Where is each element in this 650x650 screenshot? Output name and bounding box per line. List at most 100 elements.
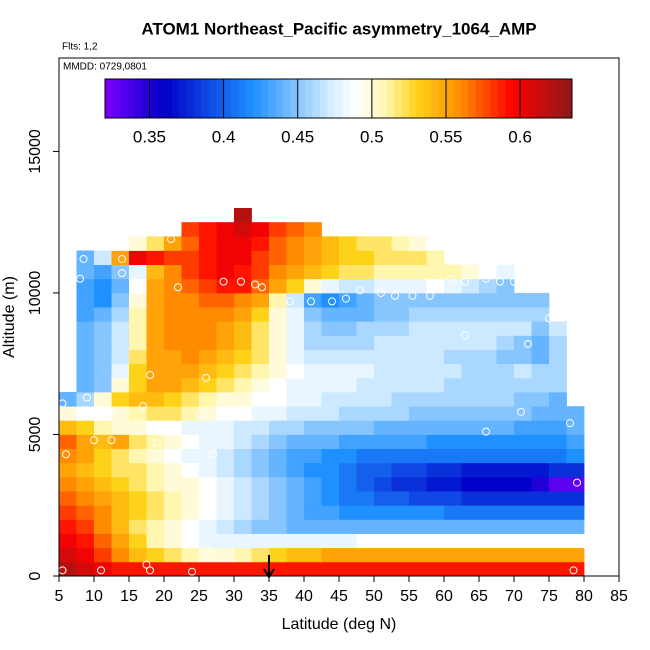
y-tick-label: 15000 [27,129,44,174]
heatmap-cell [531,335,550,350]
heatmap-cell [356,448,375,464]
heatmap-cell [164,278,182,294]
heatmap-cell [286,448,305,464]
heatmap-cell [426,321,445,336]
colorbar-tick-label: 0.55 [429,127,462,146]
sample-point [447,274,455,283]
heatmap-cell [409,406,427,421]
heatmap-cell [234,307,252,322]
sample-point [202,373,210,382]
heatmap-cell [216,321,235,336]
heatmap-cell [409,519,427,534]
heatmap-cell [356,264,375,280]
heatmap-cell [356,406,375,421]
heatmap-cell [374,547,392,563]
x-tick-label: 45 [330,588,348,605]
heatmap-cell [391,434,410,450]
heatmap-cell [374,278,392,294]
heatmap-cell [549,476,567,492]
heatmap-cell [76,533,95,549]
heatmap-cell [199,264,217,280]
colorbar-swatch [468,79,477,118]
heatmap-cell [94,448,112,464]
heatmap-cell [391,335,410,350]
heatmap-cell [286,420,305,435]
heatmap-cell [426,533,445,549]
heatmap-cell [514,505,532,520]
heatmap-cell [304,547,322,563]
colorbar-swatch [290,79,299,118]
heatmap-cell [59,476,77,492]
heatmap-cell [496,491,515,506]
heatmap-cell [391,278,410,294]
heatmap-cell [76,349,95,365]
heatmap-cell [76,278,95,294]
heatmap-cell [304,250,322,266]
heatmap-cell [426,363,445,379]
heatmap-cell [269,505,287,520]
heatmap-cell [304,476,322,492]
heatmap-cell [199,377,217,393]
heatmap-cell [321,519,340,534]
heatmap-cell [339,307,357,322]
heatmap-cell [251,321,270,336]
heatmap-cell [216,278,235,294]
heatmap-cell [356,519,375,534]
heatmap-cell [234,533,252,549]
colorbar-swatch [453,79,462,118]
heatmap-cell [426,335,445,350]
colorbar-swatch [394,79,402,118]
heatmap-cell [111,349,130,365]
heatmap-cell [251,349,270,365]
x-tick-label: 85 [610,588,628,605]
colorbar-swatch [445,79,454,118]
heatmap-cell [426,476,445,492]
heatmap-cell [356,505,375,520]
heatmap-cell [111,505,130,520]
heatmap-cell [549,533,567,549]
heatmap-cell [216,236,235,251]
colorbar-swatch [520,79,528,118]
heatmap-cell [339,406,357,421]
heatmap-cell [391,307,410,322]
heatmap [59,208,585,577]
heatmap-cell [549,434,567,450]
heatmap-cell [251,519,270,534]
sample-point [258,283,266,292]
heatmap-cell [234,519,252,534]
heatmap-cell [321,236,340,251]
heatmap-cell [479,349,497,365]
heatmap-cell [94,349,112,365]
heatmap-cell [409,505,427,520]
heatmap-cell [444,505,462,520]
heatmap-cell [409,533,427,549]
heatmap-cell [129,505,147,520]
heatmap-cell [339,363,357,379]
sample-point [482,427,490,436]
heatmap-cell [199,250,217,266]
heatmap-cell [496,321,515,336]
heatmap-cell [269,491,287,506]
heatmap-cell [269,377,287,393]
heatmap-cell [181,434,200,450]
heatmap-cell [461,547,480,563]
heatmap-cell [514,321,532,336]
colorbar-swatch [223,79,232,118]
heatmap-cell [426,292,445,308]
heatmap-cell [181,236,200,251]
heatmap-cell [164,377,182,393]
heatmap-cell [181,264,200,280]
sample-point [377,288,385,297]
heatmap-cell [251,236,270,251]
heatmap-cell [269,278,287,294]
heatmap-cell [111,547,130,563]
heatmap-cell [374,250,392,266]
colorbar-swatch [231,79,239,118]
heatmap-cell [251,363,270,379]
heatmap-cell [216,406,235,421]
heatmap-cell [514,335,532,350]
heatmap-cell [339,462,357,478]
heatmap-cell [129,476,147,492]
heatmap-cell [391,236,410,251]
heatmap-cell [146,491,165,506]
